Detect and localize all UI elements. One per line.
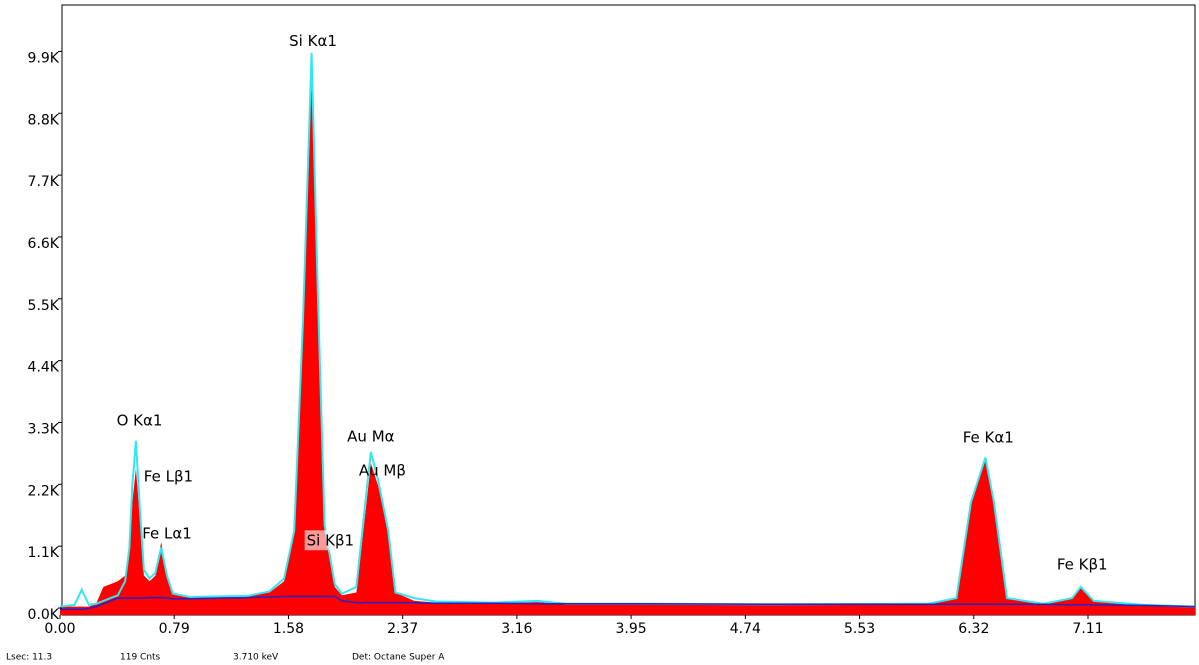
peak-label: Fe Lα1: [142, 525, 192, 543]
x-tick-label: 3.95: [616, 621, 647, 637]
plot-frame: [61, 4, 1196, 616]
status-text: 119 Cnts: [120, 653, 161, 663]
x-tick-label: 0.79: [159, 621, 190, 637]
fit-line: [59, 52, 1196, 608]
status-text: Det: Octane Super A: [352, 653, 445, 663]
x-tick-label: 6.32: [958, 621, 989, 637]
peak-label: Au Mβ: [359, 462, 406, 480]
y-tick-label: 1.1K: [28, 545, 60, 561]
peak-label: Fe Kβ1: [1057, 555, 1108, 573]
peak-label: Au Mα: [347, 427, 394, 445]
y-tick-label: 7.7K: [28, 174, 60, 190]
y-tick-label: 0.0K: [28, 607, 60, 623]
peak-label: Fe Kα1: [963, 428, 1014, 446]
x-tick-label: 7.11: [1072, 621, 1103, 637]
peak-label: O Kα1: [117, 412, 163, 430]
peak-label: Si Kα1: [289, 32, 337, 50]
y-tick-label: 9.9K: [28, 50, 60, 66]
x-tick-label: 1.58: [273, 621, 304, 637]
x-tick-label: 3.16: [501, 621, 532, 637]
x-tick-label: 0.00: [44, 621, 75, 637]
y-tick-label: 5.5K: [28, 298, 60, 314]
peak-label-highlight: [304, 530, 357, 551]
x-tick-label: 4.74: [730, 621, 761, 637]
status-text: 3.710 keV: [233, 653, 279, 663]
status-text: Lsec: 11.3: [6, 653, 52, 663]
y-tick-label: 2.2K: [28, 483, 60, 499]
y-tick-label: 4.4K: [28, 360, 60, 376]
y-tick-label: 6.6K: [28, 236, 60, 252]
background-line: [60, 595, 1196, 611]
y-tick-label: 3.3K: [28, 421, 60, 437]
x-tick-label: 5.53: [844, 621, 875, 637]
y-tick-label: 8.8K: [28, 112, 60, 128]
peak-label: Si Kβ1: [307, 531, 354, 549]
peak-label: Fe Lβ1: [144, 467, 193, 485]
x-tick-label: 2.37: [387, 621, 418, 637]
